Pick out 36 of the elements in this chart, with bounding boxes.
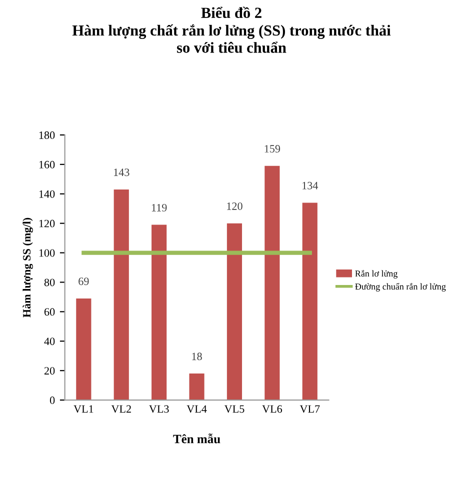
chart-title: Biểu đồ 2 Hàm lượng chất rắn lơ lửng (SS) trong nước thải so với tiêu chuẩn — [72, 6, 391, 53]
bar — [152, 224, 167, 400]
y-tick-label: 0 — [50, 396, 55, 404]
data-label: 143 — [114, 168, 130, 176]
data-label: 119 — [152, 204, 167, 212]
bar — [226, 223, 242, 400]
y-tick-label: 120 — [39, 220, 55, 228]
bar — [189, 374, 204, 400]
y-tick-label: 180 — [39, 131, 55, 139]
bar — [264, 166, 280, 400]
data-label: 69 — [78, 278, 89, 286]
y-tick-label: 160 — [39, 160, 55, 168]
x-tick-label: VL4 — [186, 405, 207, 413]
x-tick-label: VL3 — [149, 405, 169, 413]
y-tick-label: 60 — [44, 308, 55, 316]
x-tick-label: VL2 — [111, 405, 131, 413]
bar — [76, 298, 92, 400]
legend-label: Đường chuẩn rắn lơ lửng — [355, 283, 446, 292]
y-tick-label: 140 — [39, 190, 55, 198]
legend-label: Rắn lơ lửng — [355, 270, 398, 279]
data-label: 159 — [264, 145, 280, 153]
bar — [114, 189, 129, 400]
y-axis-title: Hàm lượng SS (mg/l) — [22, 218, 33, 318]
y-tick-label: 20 — [44, 367, 55, 375]
data-label: 18 — [192, 352, 202, 360]
x-tick-label: VL1 — [74, 405, 94, 413]
y-tick-label: 100 — [39, 249, 55, 257]
data-label: 120 — [227, 202, 242, 210]
x-tick-label: VL5 — [224, 405, 244, 413]
y-tick-label: 40 — [44, 338, 55, 346]
x-tick-label: VL7 — [300, 405, 320, 413]
y-tick-label: 80 — [44, 278, 55, 286]
bar — [302, 202, 318, 400]
data-label: 134 — [302, 182, 318, 190]
x-axis-title: Tên mẫu — [173, 434, 220, 444]
x-tick-label: VL6 — [262, 405, 282, 413]
